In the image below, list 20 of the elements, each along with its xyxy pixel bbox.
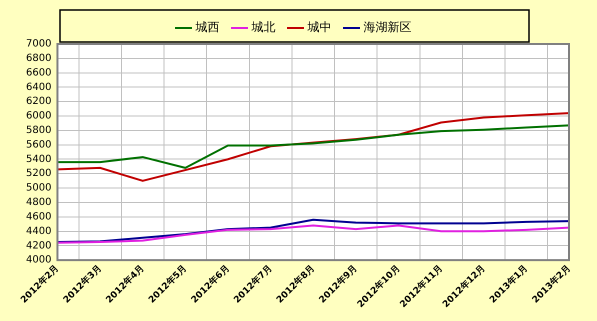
y-tick-label: 6000 bbox=[26, 110, 52, 122]
y-tick-label: 5200 bbox=[26, 168, 52, 180]
y-tick-label: 6800 bbox=[26, 53, 52, 64]
y-tick-label: 4600 bbox=[26, 211, 52, 222]
legend-label: 城中 bbox=[306, 20, 332, 34]
legend-label: 海湖新区 bbox=[364, 20, 412, 34]
y-tick-label: 4800 bbox=[26, 197, 52, 208]
y-tick-label: 4000 bbox=[26, 254, 52, 266]
legend-label: 城西 bbox=[194, 20, 220, 34]
y-tick-label: 5400 bbox=[26, 154, 52, 165]
y-tick-label: 6200 bbox=[26, 96, 52, 108]
y-tick-label: 6600 bbox=[26, 67, 52, 78]
legend-label: 城北 bbox=[250, 20, 276, 34]
y-tick-label: 7000 bbox=[26, 38, 52, 50]
y-tick-label: 4400 bbox=[26, 226, 52, 237]
y-tick-label: 5000 bbox=[26, 182, 52, 194]
y-tick-label: 5800 bbox=[26, 125, 52, 136]
y-tick-label: 5600 bbox=[26, 139, 52, 150]
y-tick-label: 6400 bbox=[26, 82, 52, 93]
y-tick-label: 4200 bbox=[26, 240, 52, 252]
